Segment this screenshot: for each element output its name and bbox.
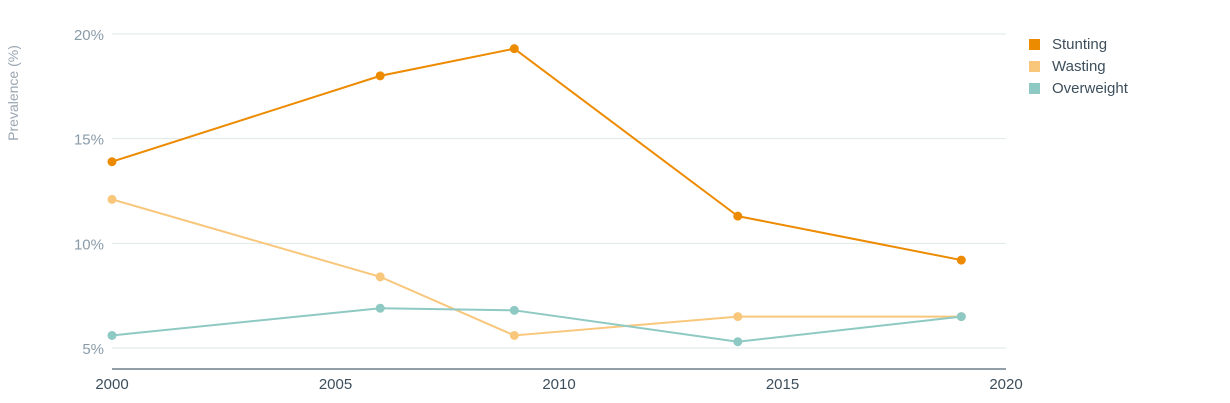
y-tick-label: 15% <box>74 132 104 149</box>
data-point-stunting[interactable] <box>375 71 385 81</box>
data-point-stunting[interactable] <box>107 157 117 167</box>
legend-item-stunting[interactable]: Stunting <box>1029 33 1128 55</box>
series-line-stunting <box>111 47 962 262</box>
legend-item-wasting[interactable]: Wasting <box>1029 55 1128 77</box>
y-tick-label: 20% <box>74 27 104 44</box>
data-point-overweight[interactable] <box>509 305 519 315</box>
data-point-wasting[interactable] <box>375 272 385 282</box>
x-tick-label: 2000 <box>95 376 128 393</box>
gridlines <box>112 33 1006 349</box>
legend-label-overweight: Overweight <box>1052 79 1128 97</box>
data-point-overweight[interactable] <box>956 312 966 322</box>
x-tick-label: 2020 <box>989 376 1022 393</box>
data-point-stunting[interactable] <box>509 44 519 54</box>
data-point-wasting[interactable] <box>509 330 519 340</box>
x-tick-label: 2015 <box>766 376 799 393</box>
x-tick-labels: 2000 2005 2010 2015 2020 <box>95 376 1022 393</box>
legend-item-overweight[interactable]: Overweight <box>1029 77 1128 99</box>
x-tick-label: 2010 <box>542 376 575 393</box>
legend: Stunting Wasting Overweight <box>1029 33 1128 99</box>
data-point-overweight[interactable] <box>107 330 117 340</box>
legend-label-stunting: Stunting <box>1052 35 1108 53</box>
legend-swatch-wasting <box>1029 60 1040 72</box>
legend-label-wasting: Wasting <box>1052 57 1106 75</box>
legend-swatch-overweight <box>1029 82 1040 94</box>
x-tick-label: 2005 <box>319 376 352 393</box>
data-point-stunting[interactable] <box>733 211 743 221</box>
y-tick-labels: 5% 10% 15% 20% <box>74 27 104 358</box>
series-line-wasting <box>111 198 962 337</box>
data-point-wasting[interactable] <box>733 312 743 322</box>
data-point-overweight[interactable] <box>375 303 385 313</box>
series-line-overweight <box>111 307 962 343</box>
y-tick-label: 10% <box>74 236 104 253</box>
series-lines <box>107 44 966 347</box>
data-point-stunting[interactable] <box>956 255 966 265</box>
y-tick-label: 5% <box>82 341 104 358</box>
y-axis-title: Prevalence (%) <box>5 45 21 141</box>
data-point-overweight[interactable] <box>733 337 743 347</box>
legend-swatch-stunting <box>1029 38 1040 50</box>
data-point-wasting[interactable] <box>107 194 117 204</box>
